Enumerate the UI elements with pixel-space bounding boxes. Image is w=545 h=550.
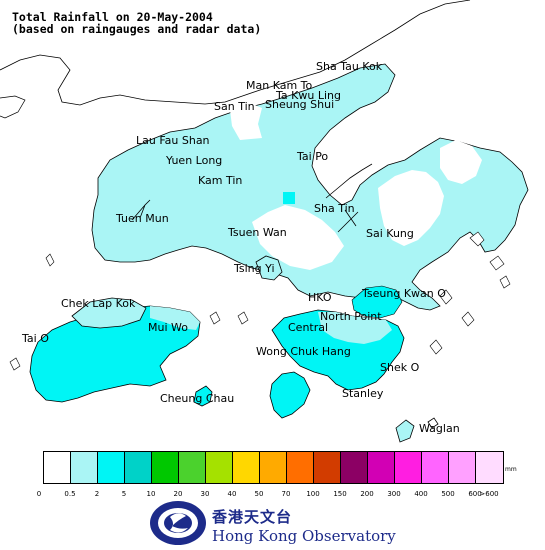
chek-lap-kok-island [71, 297, 147, 329]
legend-tick-label: 70 [281, 490, 291, 498]
legend-swatch [44, 452, 71, 483]
legend-swatch [314, 452, 341, 483]
place-label-tai-po: Tai Po [297, 150, 329, 163]
legend-tick-label: 100 [306, 490, 320, 498]
legend-swatch [152, 452, 179, 483]
place-label-chek-lap-kok: Chek Lap Kok [61, 297, 136, 310]
place-label-cheung-chau: Cheung Chau [160, 392, 235, 405]
place-label-sha-tau-kok: Sha Tau Kok [316, 60, 383, 73]
place-label-sheung-shui: Sheung Shui [265, 98, 335, 111]
legend-swatch [422, 452, 449, 483]
legend-tick-label: 40 [227, 490, 237, 498]
legend-swatch [98, 452, 125, 483]
hong-kong-observatory-logo-icon [150, 501, 206, 545]
place-label-yuen-long: Yuen Long [166, 154, 223, 167]
place-label-sha-tin: Sha Tin [314, 202, 355, 215]
place-label-tseung-kwan-o: Tseung Kwan O [362, 287, 446, 300]
west-islets [9, 253, 249, 371]
legend-swatch [368, 452, 395, 483]
organization-name-english: Hong Kong Observatory [212, 527, 396, 545]
legend-tick-label: 50 [254, 490, 264, 498]
map-subtitle: (based on raingauges and radar data) [12, 22, 262, 36]
legend-swatch [179, 452, 206, 483]
place-label-tsuen-wan: Tsuen Wan [228, 226, 287, 239]
legend-tick-label: >600 [479, 490, 499, 498]
legend-tick-label: 10 [146, 490, 156, 498]
place-label-san-tin: San Tin [214, 100, 255, 113]
legend-tick-label: 200 [360, 490, 374, 498]
place-label-ta-kwu-ling: Ta Kwu Ling [276, 89, 341, 102]
place-label-wong-chuk-hang: Wong Chuk Hang [256, 345, 351, 358]
legend-tick-label: 600 [468, 490, 482, 498]
legend-swatch [395, 452, 422, 483]
no-rain-patch-ma-on-shan [318, 112, 402, 186]
place-label-mui-wo: Mui Wo [148, 321, 188, 334]
legend-swatch [233, 452, 260, 483]
place-label-kam-tin: Kam Tin [198, 174, 243, 187]
rain-cell-tseung-kwan-o [351, 285, 403, 319]
cheung-chau-island [193, 385, 213, 407]
legend-swatch [260, 452, 287, 483]
place-label-north-point: North Point [320, 310, 382, 323]
legend-tick-label: 400 [414, 490, 428, 498]
legend-tick-label: 2 [94, 490, 100, 498]
po-toi-island [395, 419, 415, 443]
no-rain-patch-central [252, 205, 344, 270]
place-label-shek-o: Shek O [380, 361, 420, 374]
place-label-tsing-yi: Tsing Yi [234, 262, 275, 275]
place-label-lau-fau-shan: Lau Fau Shan [136, 134, 210, 147]
place-label-tuen-mun: Tuen Mun [116, 212, 169, 225]
tuen-mun-river [131, 199, 151, 221]
legend-tick-label: 150 [333, 490, 347, 498]
place-label-stanley: Stanley [342, 387, 384, 400]
legend-tick-label: 30 [200, 490, 210, 498]
place-label-sai-kung: Sai Kung [366, 227, 414, 240]
legend-swatch [125, 452, 152, 483]
legend-swatch [476, 452, 503, 483]
tolo-harbour-channel [325, 163, 373, 233]
place-label-tai-o: Tai O [22, 332, 49, 345]
waglan-island [427, 417, 439, 429]
rainfall-map [0, 0, 529, 443]
sai-kung-islets [429, 231, 511, 355]
no-rain-patch-east [440, 140, 482, 184]
legend-tick-label: 20 [173, 490, 183, 498]
no-rain-patch-north [230, 104, 262, 140]
rain-cell-kam-tin [283, 192, 295, 204]
place-label-man-kam-to: Man Kam To [246, 79, 313, 92]
legend-tick-label: 0 [36, 490, 42, 498]
deep-bay-shore [0, 95, 26, 119]
mui-wo-light-rain [150, 306, 200, 330]
tsing-yi-island [255, 255, 283, 281]
place-label-central: Central [288, 321, 329, 334]
rainfall-legend-bar [43, 451, 504, 484]
place-label-waglan: Waglan [419, 422, 460, 435]
place-label-hko: HKO [308, 291, 332, 304]
legend-swatch [287, 452, 314, 483]
legend-tick-label: 0.5 [64, 490, 76, 498]
hk-island-light-rain [318, 312, 392, 344]
legend-swatch [206, 452, 233, 483]
legend-swatch [341, 452, 368, 483]
map-title: Total Rainfall on 20-May-2004 [12, 10, 213, 24]
shenzhen-coastline [0, 0, 471, 106]
lamma-island [269, 371, 311, 419]
legend-unit-label: mm [505, 466, 517, 473]
new-territories-rain-0_5-2 [91, 63, 529, 311]
legend-swatch [71, 452, 98, 483]
no-rain-patch-sai-kung [378, 170, 444, 246]
legend-tick-label: 500 [441, 490, 455, 498]
legend-tick-label: 300 [387, 490, 401, 498]
organization-name-chinese: 香港天文台 [212, 508, 293, 526]
legend-tick-label: 5 [121, 490, 127, 498]
legend-swatch [449, 452, 476, 483]
